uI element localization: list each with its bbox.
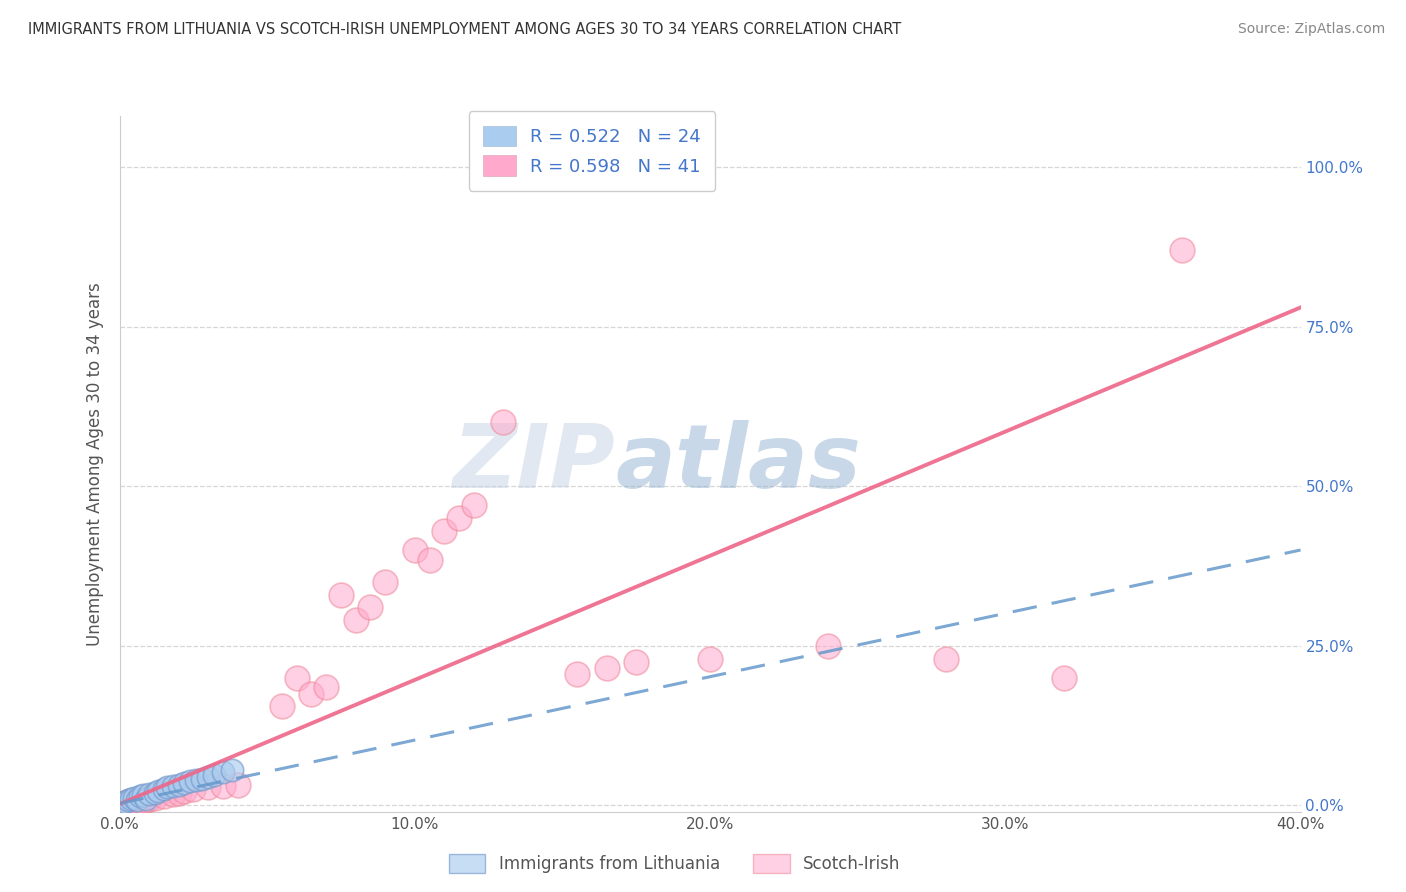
Point bbox=[173, 776, 195, 790]
Point bbox=[135, 793, 157, 807]
Point bbox=[221, 763, 243, 777]
Point bbox=[143, 786, 166, 800]
Text: IMMIGRANTS FROM LITHUANIA VS SCOTCH-IRISH UNEMPLOYMENT AMONG AGES 30 TO 34 YEARS: IMMIGRANTS FROM LITHUANIA VS SCOTCH-IRIS… bbox=[28, 22, 901, 37]
Point bbox=[404, 543, 426, 558]
Point bbox=[117, 793, 139, 807]
Point bbox=[197, 780, 219, 795]
Point bbox=[124, 790, 146, 805]
Point bbox=[492, 415, 515, 429]
Point bbox=[596, 661, 619, 675]
Point bbox=[153, 789, 174, 803]
Point bbox=[129, 794, 152, 808]
Point bbox=[624, 655, 647, 669]
Point bbox=[360, 600, 382, 615]
Point bbox=[162, 779, 184, 793]
Text: atlas: atlas bbox=[616, 420, 862, 508]
Point bbox=[447, 511, 470, 525]
Point bbox=[315, 680, 337, 694]
Point bbox=[162, 787, 184, 801]
Point bbox=[463, 499, 485, 513]
Point bbox=[270, 699, 294, 714]
Point bbox=[127, 793, 149, 807]
Point bbox=[329, 588, 352, 602]
Point bbox=[419, 552, 441, 566]
Point bbox=[120, 792, 142, 806]
Point bbox=[433, 524, 456, 538]
Point bbox=[143, 790, 166, 805]
Point bbox=[114, 797, 136, 811]
Point bbox=[153, 782, 174, 797]
Point bbox=[167, 786, 190, 800]
Point bbox=[111, 797, 134, 811]
Point bbox=[197, 770, 219, 784]
Point bbox=[1171, 243, 1194, 257]
Text: Source: ZipAtlas.com: Source: ZipAtlas.com bbox=[1237, 22, 1385, 37]
Point bbox=[114, 795, 136, 809]
Point bbox=[211, 765, 233, 780]
Point bbox=[179, 774, 201, 789]
Point bbox=[186, 772, 208, 787]
Point bbox=[124, 797, 146, 811]
Point bbox=[111, 797, 134, 811]
Point bbox=[129, 789, 152, 804]
Point bbox=[117, 796, 139, 810]
Point bbox=[156, 780, 179, 795]
Legend: Immigrants from Lithuania, Scotch-Irish: Immigrants from Lithuania, Scotch-Irish bbox=[441, 847, 907, 880]
Point bbox=[211, 779, 233, 793]
Point bbox=[301, 687, 323, 701]
Point bbox=[226, 778, 249, 792]
Point bbox=[935, 651, 957, 665]
Text: ZIP: ZIP bbox=[453, 420, 616, 508]
Point bbox=[146, 784, 169, 798]
Point bbox=[699, 651, 721, 665]
Point bbox=[344, 613, 367, 627]
Point bbox=[817, 639, 839, 653]
Point bbox=[565, 667, 589, 681]
Point bbox=[127, 795, 149, 809]
Point bbox=[138, 787, 160, 801]
Point bbox=[138, 792, 160, 806]
Y-axis label: Unemployment Among Ages 30 to 34 years: Unemployment Among Ages 30 to 34 years bbox=[86, 282, 104, 646]
Point bbox=[285, 671, 308, 685]
Point bbox=[167, 778, 190, 792]
Point bbox=[374, 574, 396, 589]
Point bbox=[191, 772, 214, 786]
Point bbox=[135, 792, 157, 806]
Point bbox=[173, 784, 195, 798]
Point bbox=[132, 788, 155, 802]
Point bbox=[132, 795, 155, 809]
Point bbox=[202, 767, 225, 781]
Point bbox=[1053, 671, 1076, 685]
Point bbox=[120, 795, 142, 809]
Point bbox=[183, 782, 205, 797]
